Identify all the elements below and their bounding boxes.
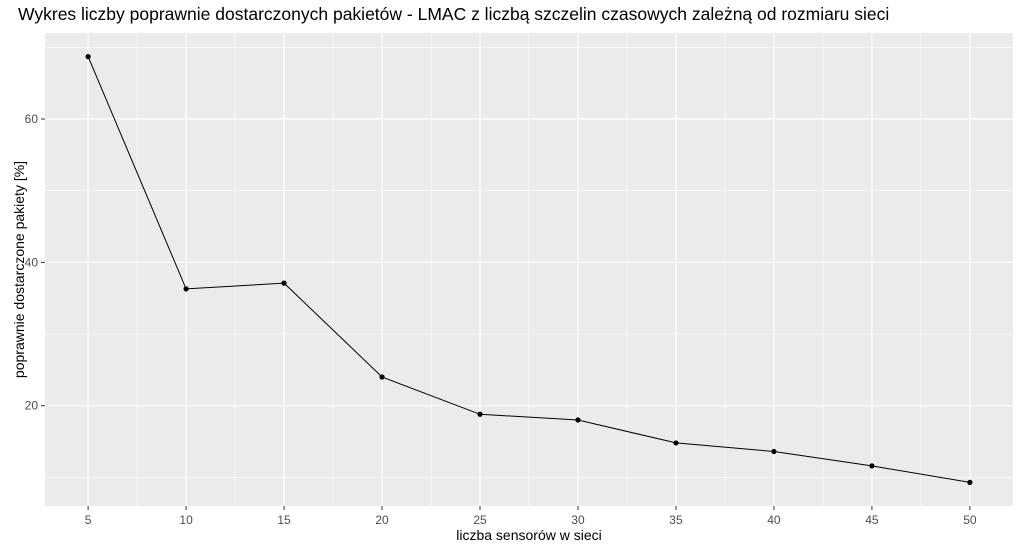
minor-gridlines bbox=[45, 33, 1013, 506]
series-line bbox=[87, 56, 970, 483]
x-tick-label: 45 bbox=[865, 513, 879, 527]
data-point bbox=[85, 54, 91, 60]
x-axis-tick-labels: 5 10 15 20 25 30 35 40 45 50 bbox=[85, 513, 977, 527]
data-point bbox=[967, 479, 973, 485]
y-axis-title: poprawnie dostarczone pakiety [%] bbox=[11, 161, 27, 378]
x-tick-label: 5 bbox=[85, 513, 92, 527]
series-packets-delivered bbox=[85, 54, 973, 485]
data-point bbox=[379, 374, 385, 380]
data-point bbox=[673, 440, 679, 446]
x-tick-label: 40 bbox=[767, 513, 781, 527]
x-axis-title: liczba sensorów w sieci bbox=[456, 527, 602, 543]
data-point bbox=[771, 448, 777, 455]
x-tick-label: 15 bbox=[277, 513, 291, 527]
axis-ticks bbox=[41, 118, 971, 510]
y-tick-label: 20 bbox=[25, 399, 39, 413]
x-tick-label: 25 bbox=[473, 513, 487, 527]
y-tick-label: 60 bbox=[25, 112, 39, 126]
data-point bbox=[575, 417, 581, 423]
chart-title: Wykres liczby poprawnie dostarczonych pa… bbox=[18, 4, 890, 24]
y-axis-tick-labels: 20 40 60 bbox=[25, 112, 39, 413]
x-tick-label: 50 bbox=[963, 513, 977, 527]
x-tick-label: 10 bbox=[179, 513, 193, 527]
y-tick-label: 40 bbox=[25, 255, 39, 269]
x-tick-label: 20 bbox=[375, 513, 389, 527]
data-point bbox=[281, 280, 287, 286]
major-gridlines bbox=[45, 33, 1013, 506]
data-point bbox=[183, 286, 189, 292]
x-tick-label: 35 bbox=[669, 513, 683, 527]
data-point bbox=[477, 411, 483, 417]
x-tick-label: 30 bbox=[571, 513, 585, 527]
data-point bbox=[869, 463, 875, 469]
